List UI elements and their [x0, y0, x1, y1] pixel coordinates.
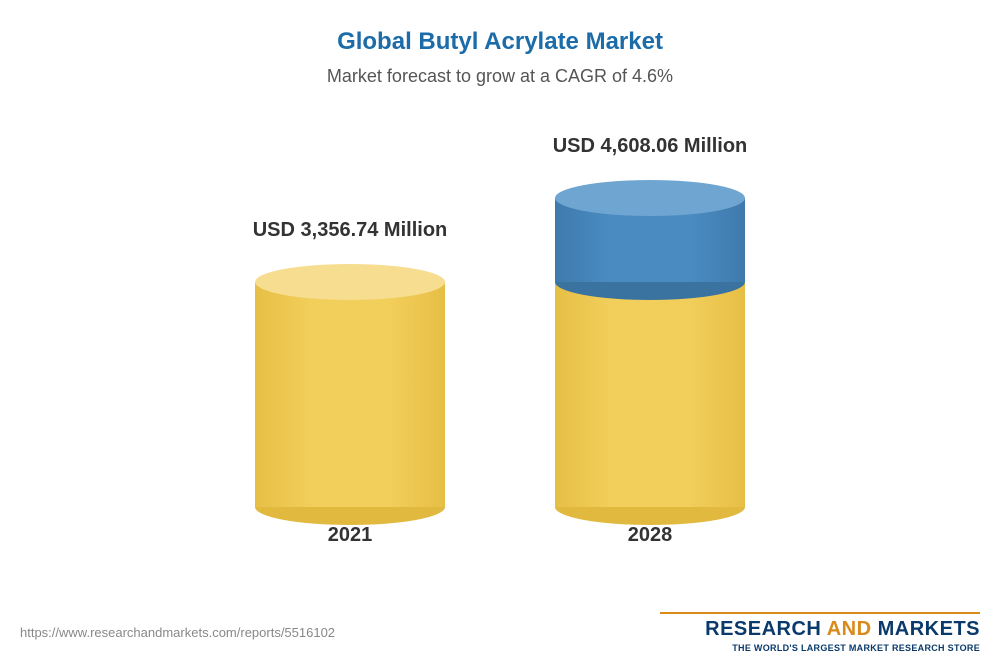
brand-block: RESEARCH AND MARKETS THE WORLD'S LARGEST…: [660, 612, 980, 653]
cyl-body-2021: [255, 282, 445, 507]
chart-area: USD 3,356.74 Million 2021 USD 4,608.06 M…: [0, 117, 1000, 557]
cyl-top-2028: [555, 180, 745, 216]
brand-word-and: AND: [827, 618, 872, 640]
chart-title: Global Butyl Acrylate Market: [0, 0, 1000, 56]
footer: https://www.researchandmarkets.com/repor…: [0, 607, 1000, 667]
value-label-2021: USD 3,356.74 Million: [220, 219, 480, 242]
brand-word-markets: MARKETS: [878, 618, 980, 640]
brand-word-research: RESEARCH: [705, 618, 821, 640]
brand-tagline: THE WORLD'S LARGEST MARKET RESEARCH STOR…: [660, 643, 980, 653]
year-label-2028: 2028: [555, 524, 745, 547]
value-label-2028: USD 4,608.06 Million: [520, 135, 780, 158]
footer-url: https://www.researchandmarkets.com/repor…: [20, 625, 335, 640]
cyl-body-yellow-2028: [555, 282, 745, 507]
cylinder-2028: [555, 198, 745, 507]
year-label-2021: 2021: [255, 524, 445, 547]
cylinder-2021: [255, 282, 445, 507]
brand-name: RESEARCH AND MARKETS: [660, 618, 980, 641]
cyl-top-2021: [255, 264, 445, 300]
chart-subtitle: Market forecast to grow at a CAGR of 4.6…: [0, 56, 1000, 87]
brand-divider: [660, 612, 980, 614]
